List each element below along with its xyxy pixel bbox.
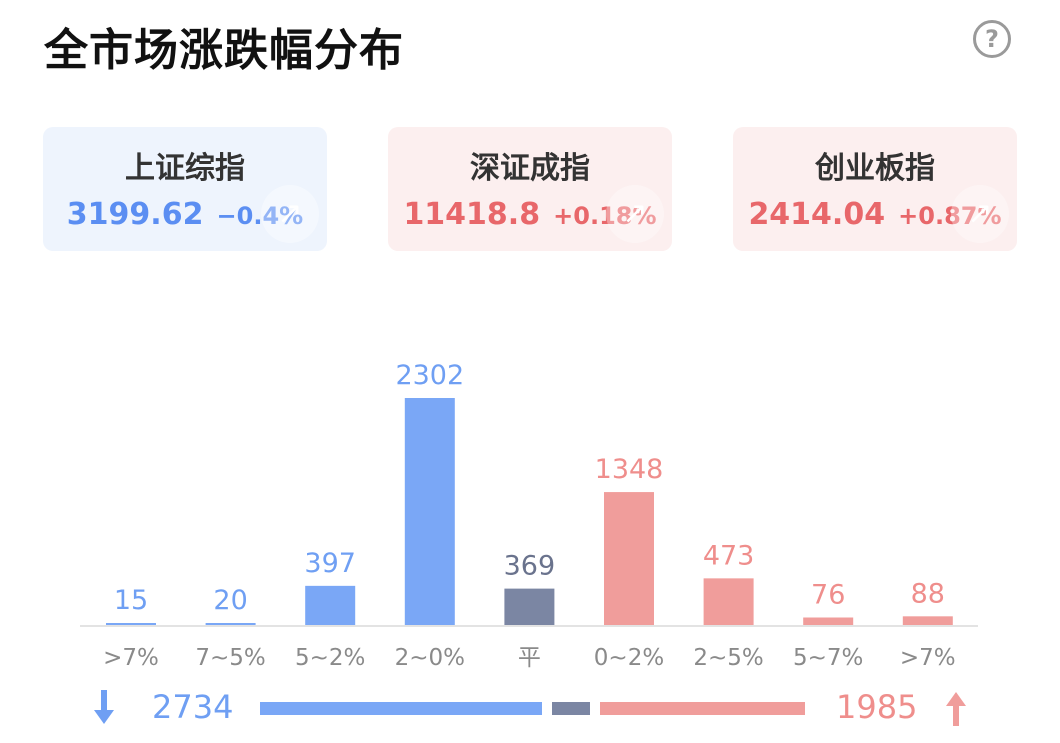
index-change: −0.4%: [216, 202, 304, 230]
category-label: 2~5%: [693, 645, 763, 671]
up-ratio-bar: [600, 702, 805, 715]
up-count: 1985: [836, 688, 918, 726]
bar-value-label: 473: [703, 540, 755, 571]
category-label: 2~0%: [395, 645, 465, 671]
index-card-shenzhen[interactable]: 深证成指 11418.8 +0.18% ↗: [388, 127, 672, 251]
trend-icon: ↗: [606, 185, 664, 243]
category-label: 0~2%: [594, 645, 664, 671]
arrow-up-icon: [946, 692, 966, 726]
page-title: 全市场涨跌幅分布: [44, 25, 404, 76]
bar-value-label: 397: [304, 548, 356, 579]
bar-7[interactable]: [803, 617, 854, 625]
trend-icon: ↗: [951, 185, 1009, 243]
bar-4[interactable]: [504, 588, 555, 625]
index-name: 深证成指: [470, 151, 590, 186]
bar-value-label: 1348: [595, 454, 664, 485]
bar-3[interactable]: [404, 398, 455, 625]
bar-5[interactable]: [604, 492, 654, 625]
category-label: 5~7%: [793, 645, 863, 671]
distribution-bar-chart: 15 >7% 20 7~5% 397 5~2% 2302 2~0% 369 平 1348 0~2% 47…: [80, 360, 978, 671]
bar-6[interactable]: [703, 578, 754, 625]
help-icon[interactable]: ?: [973, 20, 1011, 58]
category-label: >7%: [900, 645, 956, 671]
index-change: +0.87%: [898, 202, 1002, 230]
bar-value-label: 15: [114, 585, 148, 616]
index-name: 上证综指: [125, 151, 245, 186]
bar-value-label: 20: [213, 585, 247, 616]
bar-0[interactable]: [106, 623, 156, 625]
flat-ratio-bar: [552, 702, 591, 715]
category-label: 7~5%: [195, 645, 265, 671]
index-change: +0.18%: [553, 202, 657, 230]
bar-2[interactable]: [305, 585, 356, 625]
down-ratio-bar: [260, 702, 543, 715]
down-count: 2734: [152, 688, 234, 726]
index-value: 3199.62: [66, 197, 204, 232]
index-card-shanghai[interactable]: 上证综指 3199.62 −0.4% ↗: [43, 127, 327, 251]
category-label: 5~2%: [295, 645, 365, 671]
bar-8[interactable]: [902, 616, 953, 625]
trend-icon: ↗: [261, 185, 319, 243]
index-name: 创业板指: [815, 151, 935, 186]
index-value: 11418.8: [403, 197, 541, 232]
index-card-chinext[interactable]: 创业板指 2414.04 +0.87% ↗: [733, 127, 1017, 251]
bar-value-label: 76: [811, 580, 845, 611]
bar-value-label: 88: [911, 578, 945, 609]
category-label: 平: [518, 645, 541, 671]
index-value: 2414.04: [748, 197, 886, 232]
bar-value-label: 369: [504, 551, 556, 582]
bar-value-label: 2302: [395, 360, 464, 391]
category-label: >7%: [103, 645, 159, 671]
arrow-down-icon: [94, 690, 114, 724]
bar-1[interactable]: [205, 623, 256, 625]
